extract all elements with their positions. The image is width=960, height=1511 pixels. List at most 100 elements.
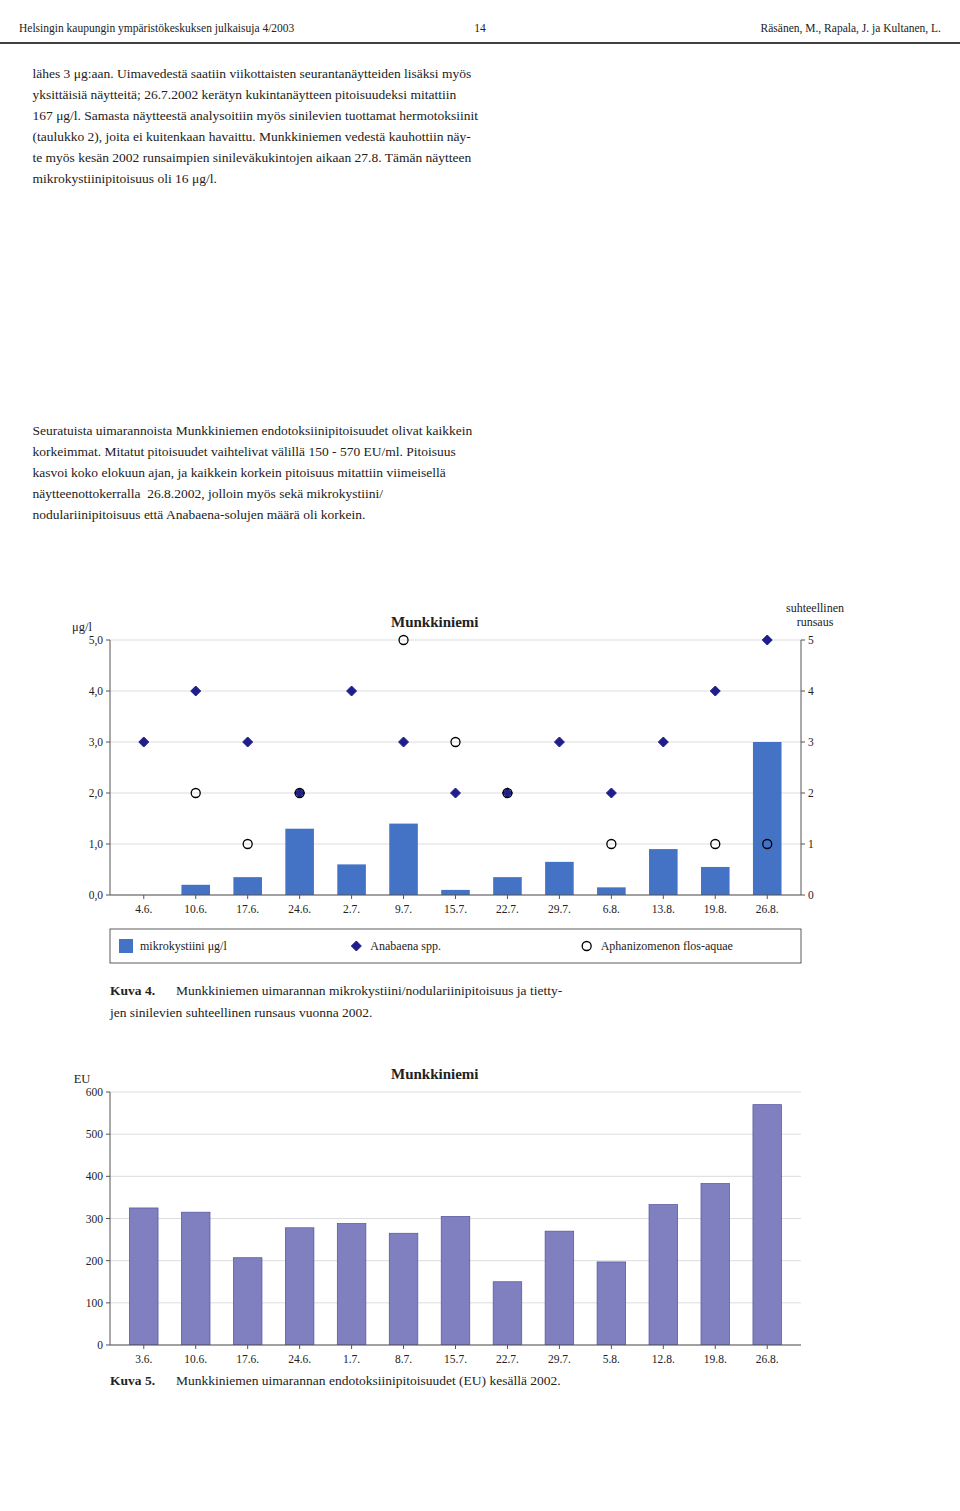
x-tick-label: 26.8. xyxy=(756,903,779,915)
x-tick-label: 24.6. xyxy=(288,1353,311,1365)
legend-label: Anabaena spp. xyxy=(370,939,441,953)
bar xyxy=(285,1228,314,1345)
y-axis-line xyxy=(110,640,111,895)
point xyxy=(295,789,304,798)
y-axis-line xyxy=(110,1092,111,1345)
x-tick xyxy=(195,895,196,899)
bar xyxy=(337,864,366,895)
point xyxy=(711,840,720,849)
x-tick-label: 22.7. xyxy=(496,903,519,915)
bar xyxy=(753,1105,782,1345)
legend-swatch xyxy=(119,939,133,953)
y2-tick-label: 0 xyxy=(808,889,814,901)
body-text: Seuratuista uimarannoista Munkkiniemen e… xyxy=(19,423,473,438)
y-tick xyxy=(106,1092,110,1093)
y2-tick xyxy=(801,691,805,692)
x-tick-label: 15.7. xyxy=(444,1353,467,1365)
x-tick-label: 5.8. xyxy=(603,1353,620,1365)
bar xyxy=(545,862,574,895)
y-tick xyxy=(106,1302,110,1303)
bar xyxy=(701,1184,730,1345)
x-tick xyxy=(715,1345,716,1349)
legend-marker xyxy=(351,941,361,951)
header-text: Räsänen, M., Rapala, J. ja Kultanen, L. xyxy=(761,22,942,35)
caption-label: Kuva 5. xyxy=(110,1373,155,1388)
header-text: Helsingin kaupungin ympäristökeskuksen j… xyxy=(19,22,295,35)
y-tick xyxy=(106,1218,110,1219)
x-tick xyxy=(715,895,716,899)
point xyxy=(606,788,616,798)
plot-area xyxy=(139,635,782,895)
bar xyxy=(181,1212,210,1345)
x-tick-label: 26.8. xyxy=(756,1353,779,1365)
y2-axis-label: suhteellinen xyxy=(786,601,844,615)
x-tick-label: 15.7. xyxy=(444,903,467,915)
x-tick-label: 10.6. xyxy=(184,1353,207,1365)
point xyxy=(347,686,357,696)
body-text: mikrokystiinipitoisuus oli 16 μg/l. xyxy=(19,171,217,186)
y-tick xyxy=(106,844,110,845)
x-tick xyxy=(143,1345,144,1349)
bar xyxy=(753,742,782,895)
bar xyxy=(129,1208,158,1345)
y2-tick-label: 4 xyxy=(808,685,814,697)
x-tick xyxy=(351,1345,352,1349)
grid-line xyxy=(110,1176,801,1177)
header-rule xyxy=(0,42,960,44)
y-tick xyxy=(106,640,110,641)
x-tick xyxy=(455,1345,456,1349)
y-tick-label: 2,0 xyxy=(89,787,104,800)
x-tick xyxy=(507,1345,508,1349)
y2-tick xyxy=(801,640,805,641)
point xyxy=(658,737,668,747)
x-tick-label: 29.7. xyxy=(548,903,571,915)
point xyxy=(243,737,253,747)
y2-tick-label: 2 xyxy=(808,787,814,799)
bar xyxy=(493,1282,522,1345)
x-tick xyxy=(559,895,560,899)
caption-text: jen sinilevien suhteellinen runsaus vuon… xyxy=(109,1005,372,1020)
x-tick xyxy=(247,1345,248,1349)
point xyxy=(191,789,200,798)
y-tick-label: 100 xyxy=(86,1297,104,1309)
point xyxy=(710,686,720,696)
body-text: nodulariinipitoisuus että Anabaena-soluj… xyxy=(19,507,365,522)
chart: 0,01,02,03,04,05,00123454.6.10.6.17.6.24… xyxy=(72,601,844,1020)
x-tick xyxy=(247,895,248,899)
x-tick-label: 1.7. xyxy=(343,1353,360,1365)
caption-text: Munkkiniemen uimarannan mikrokystiini/no… xyxy=(176,983,563,998)
grid-line xyxy=(110,640,801,641)
x-tick xyxy=(559,1345,560,1349)
x-tick-label: 3.6. xyxy=(135,1353,152,1365)
x-tick-label: 9.7. xyxy=(395,903,412,915)
x-tick xyxy=(611,895,612,899)
x-tick-label: 19.8. xyxy=(704,1353,727,1365)
y-tick xyxy=(106,1134,110,1135)
point xyxy=(502,788,512,798)
y-tick xyxy=(106,1176,110,1177)
y-axis-label: μg/l xyxy=(72,620,92,634)
legend-label: Aphanizomenon flos-aquae xyxy=(601,939,733,953)
x-tick xyxy=(455,895,456,899)
x-tick-label: 4.6. xyxy=(135,903,152,915)
bar xyxy=(441,890,470,895)
bar xyxy=(597,1262,626,1345)
y-tick xyxy=(106,1260,110,1261)
x-tick-label: 12.8. xyxy=(652,1353,675,1365)
grid-line xyxy=(110,844,801,845)
y2-tick xyxy=(801,793,805,794)
point xyxy=(762,635,772,645)
bar xyxy=(441,1216,470,1345)
point xyxy=(243,840,252,849)
bar xyxy=(649,849,678,895)
point xyxy=(451,788,461,798)
body-text: näytteenottokerralla 26.8.2002, jolloin … xyxy=(19,486,383,501)
y2-tick xyxy=(801,844,805,845)
bar xyxy=(285,829,314,895)
x-tick-label: 2.7. xyxy=(343,903,360,915)
grid-line xyxy=(110,742,801,743)
point xyxy=(399,636,408,645)
header-text: 14 xyxy=(474,22,486,34)
chart: 01002003004005006003.6.10.6.17.6.24.6.1.… xyxy=(74,1066,801,1388)
y2-tick-label: 3 xyxy=(808,736,814,748)
